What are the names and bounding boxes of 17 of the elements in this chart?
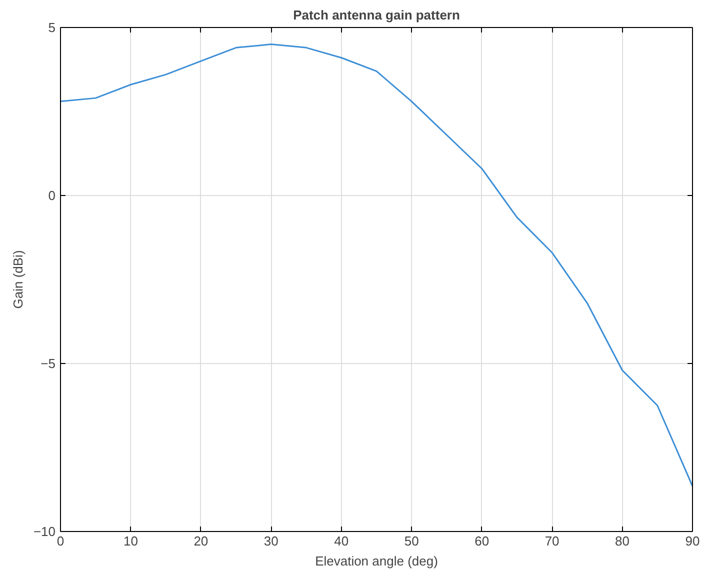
x-axis-title: Elevation angle (deg) — [315, 554, 438, 568]
x-tick-label: 80 — [615, 534, 630, 548]
chart-title: Patch antenna gain pattern — [293, 8, 460, 22]
x-tick-label: 30 — [264, 534, 278, 548]
x-tick-label: 90 — [685, 534, 700, 548]
y-axis-title: Gain (dBi) — [10, 250, 26, 309]
y-tick-label: −10 — [33, 524, 56, 539]
x-tick-label: 70 — [544, 534, 560, 548]
y-tick-label: 0 — [48, 188, 56, 203]
line-series — [60, 44, 692, 487]
x-tick-label: 40 — [334, 534, 349, 548]
x-tick-label: 20 — [194, 534, 208, 548]
x-tick-label: 50 — [404, 534, 419, 548]
x-tick-label: 60 — [474, 534, 490, 548]
x-tick-label: 10 — [123, 534, 138, 548]
y-tick-label: 5 — [48, 20, 56, 35]
y-tick-label: −5 — [40, 356, 56, 371]
